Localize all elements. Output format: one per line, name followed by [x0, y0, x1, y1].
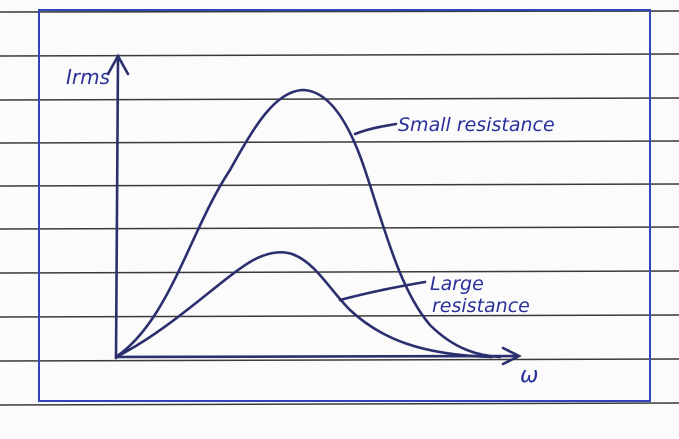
x-axis-label: ω	[520, 363, 538, 388]
curve-label: Large	[430, 273, 484, 295]
sketch: Irms ω Small resistance Large resistance	[0, 0, 679, 439]
y-axis-label: Irms	[66, 65, 110, 89]
curve-label: Small resistance	[398, 114, 555, 136]
curve-label: resistance	[432, 295, 530, 317]
page: {"axes": {"y_label": "Irms", "x_label": …	[0, 0, 679, 439]
